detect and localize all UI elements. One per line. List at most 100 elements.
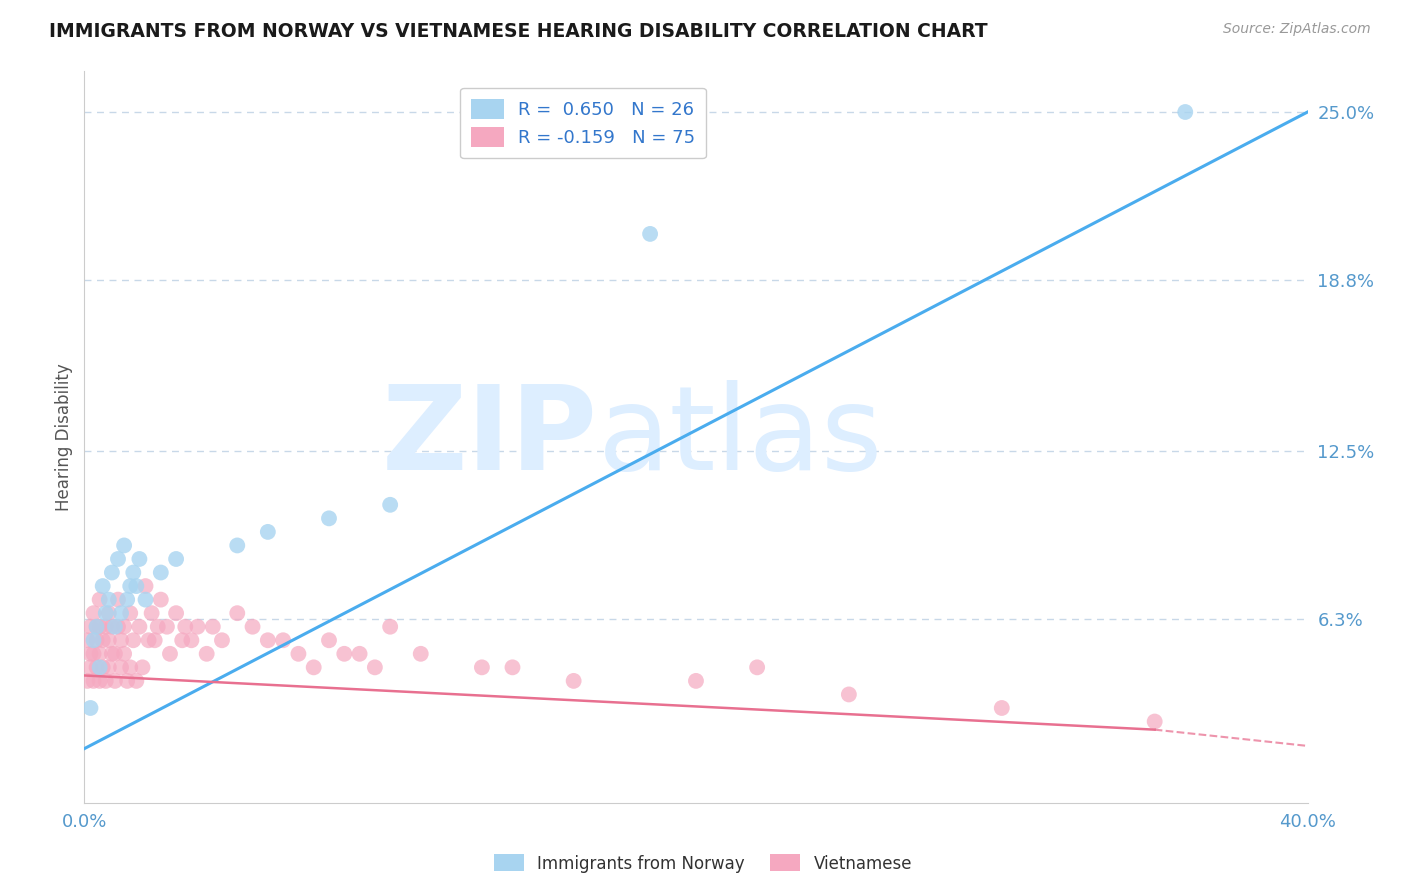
Text: IMMIGRANTS FROM NORWAY VS VIETNAMESE HEARING DISABILITY CORRELATION CHART: IMMIGRANTS FROM NORWAY VS VIETNAMESE HEA…: [49, 22, 988, 41]
Point: [91, 660, 114, 674]
Text: atlas: atlas: [598, 380, 883, 494]
Point: [76, 673, 98, 688]
Point: [131, 660, 153, 674]
Point: [76, 633, 98, 648]
Point: [128, 552, 150, 566]
Point: [562, 673, 585, 688]
Text: Source: ZipAtlas.com: Source: ZipAtlas.com: [1223, 22, 1371, 37]
Point: [380, 498, 402, 512]
Point: [257, 524, 280, 539]
Point: [502, 660, 524, 674]
Point: [991, 701, 1014, 715]
Point: [149, 566, 172, 580]
Point: [122, 566, 145, 580]
Point: [83, 606, 105, 620]
Point: [333, 647, 356, 661]
Point: [195, 647, 218, 661]
Point: [97, 660, 120, 674]
Point: [120, 606, 142, 620]
Point: [138, 633, 160, 648]
Point: [838, 688, 860, 702]
Point: [1143, 714, 1166, 729]
Point: [159, 647, 181, 661]
Point: [107, 592, 129, 607]
Point: [101, 620, 124, 634]
Point: [287, 647, 309, 661]
Point: [83, 633, 105, 648]
Point: [86, 620, 108, 634]
Point: [94, 620, 117, 634]
Point: [107, 620, 129, 634]
Point: [302, 660, 325, 674]
Point: [409, 647, 432, 661]
Point: [318, 633, 340, 648]
Point: [271, 633, 294, 648]
Point: [112, 647, 135, 661]
Point: [107, 552, 129, 566]
Point: [110, 606, 132, 620]
Point: [104, 647, 127, 661]
Point: [86, 633, 108, 648]
Point: [94, 673, 117, 688]
Point: [226, 538, 249, 552]
Point: [110, 660, 132, 674]
Point: [165, 606, 187, 620]
Point: [149, 592, 172, 607]
Point: [471, 660, 494, 674]
Point: [110, 633, 132, 648]
Point: [86, 620, 108, 634]
Point: [226, 606, 249, 620]
Point: [83, 647, 105, 661]
Point: [135, 579, 157, 593]
Point: [89, 592, 111, 607]
Point: [83, 673, 105, 688]
Legend: Immigrants from Norway, Vietnamese: Immigrants from Norway, Vietnamese: [488, 847, 918, 880]
Point: [685, 673, 707, 688]
Point: [143, 633, 166, 648]
Point: [165, 552, 187, 566]
Point: [101, 647, 124, 661]
Point: [94, 606, 117, 620]
Point: [97, 592, 120, 607]
Point: [318, 511, 340, 525]
Point: [79, 701, 101, 715]
Point: [174, 620, 197, 634]
Point: [120, 660, 142, 674]
Point: [79, 660, 101, 674]
Point: [1174, 105, 1197, 120]
Point: [89, 673, 111, 688]
Y-axis label: Hearing Disability: Hearing Disability: [55, 363, 73, 511]
Point: [128, 620, 150, 634]
Point: [104, 673, 127, 688]
Point: [141, 606, 163, 620]
Point: [211, 633, 233, 648]
Point: [349, 647, 371, 661]
Point: [101, 566, 124, 580]
Point: [122, 633, 145, 648]
Point: [242, 620, 264, 634]
Point: [125, 579, 148, 593]
Point: [86, 660, 108, 674]
Point: [79, 647, 101, 661]
Point: [257, 633, 280, 648]
Point: [180, 633, 202, 648]
Point: [135, 592, 157, 607]
Point: [115, 592, 138, 607]
Point: [364, 660, 387, 674]
Point: [172, 633, 194, 648]
Point: [97, 633, 120, 648]
Point: [146, 620, 169, 634]
Point: [112, 538, 135, 552]
Legend: R =  0.650   N = 26, R = -0.159   N = 75: R = 0.650 N = 26, R = -0.159 N = 75: [460, 87, 706, 158]
Point: [156, 620, 179, 634]
Point: [120, 579, 142, 593]
Point: [380, 620, 402, 634]
Point: [201, 620, 224, 634]
Point: [125, 673, 148, 688]
Point: [186, 620, 208, 634]
Point: [79, 620, 101, 634]
Point: [89, 647, 111, 661]
Point: [115, 673, 138, 688]
Point: [91, 633, 114, 648]
Point: [89, 620, 111, 634]
